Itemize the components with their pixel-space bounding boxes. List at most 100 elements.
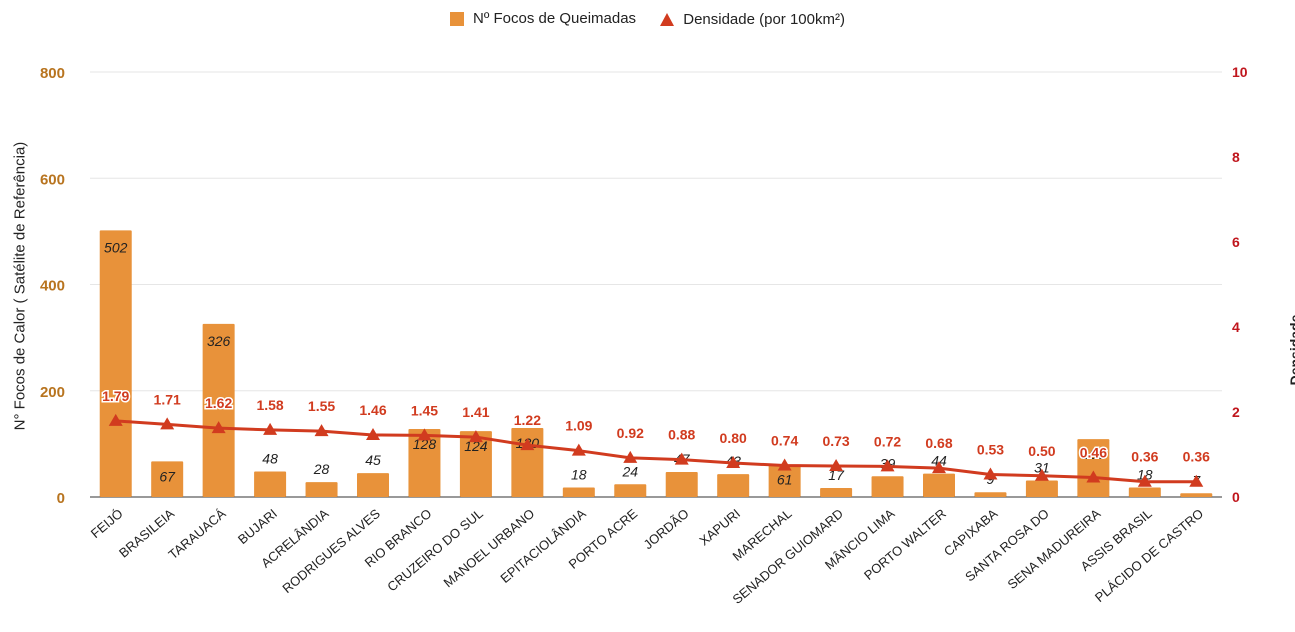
density-marker bbox=[366, 427, 380, 440]
bar bbox=[923, 473, 955, 497]
bar-value-label: 67 bbox=[159, 468, 176, 484]
y-right-tick-label: 6 bbox=[1232, 234, 1240, 250]
density-marker bbox=[726, 456, 741, 468]
bar bbox=[99, 230, 132, 497]
x-category-label: MANOEL URBANO bbox=[441, 506, 538, 591]
bar-value-label: 45 bbox=[365, 452, 381, 468]
density-marker bbox=[1086, 470, 1101, 483]
bar bbox=[717, 474, 750, 497]
bar bbox=[459, 431, 492, 497]
bar-value-label: 109 bbox=[1082, 446, 1106, 462]
y-left-tick-label: 400 bbox=[40, 278, 65, 295]
bar-value-label: 44 bbox=[931, 453, 947, 469]
density-marker bbox=[932, 461, 946, 474]
x-category-label: BUJARI bbox=[235, 506, 280, 547]
bar bbox=[1077, 439, 1110, 497]
x-category-label: CRUZEIRO DO SUL bbox=[384, 506, 485, 595]
bar-value-label: 502 bbox=[104, 239, 128, 255]
density-marker bbox=[108, 413, 123, 426]
y-left-tick-label: 600 bbox=[40, 171, 65, 188]
legend-bar-label: Nº Focos de Queimadas bbox=[473, 10, 637, 27]
bar bbox=[305, 482, 338, 497]
density-marker bbox=[263, 422, 278, 435]
density-value-label: 0.72 bbox=[874, 433, 901, 449]
bar bbox=[562, 487, 595, 497]
density-marker bbox=[623, 450, 638, 463]
density-marker bbox=[160, 417, 175, 430]
y-right-tick-label: 10 bbox=[1232, 64, 1248, 80]
legend-line-label: Densidade (por 100km²) bbox=[683, 10, 845, 28]
bar bbox=[820, 487, 853, 497]
x-category-label: XAPURI bbox=[696, 506, 743, 549]
bar bbox=[408, 429, 441, 497]
density-value-label: 1.45 bbox=[411, 402, 438, 418]
density-marker bbox=[1034, 468, 1049, 481]
bar-value-label: 18 bbox=[1137, 466, 1153, 482]
density-value-label: 0.50 bbox=[1028, 443, 1055, 459]
bar-value-label: 24 bbox=[621, 463, 638, 479]
density-value-label: 1.41 bbox=[462, 404, 489, 420]
bar bbox=[871, 476, 904, 497]
x-category-label: JORDÃO bbox=[641, 506, 692, 552]
y-left-tick-label: 200 bbox=[40, 384, 65, 401]
bar bbox=[614, 484, 647, 497]
density-value-label: 1.71 bbox=[154, 391, 181, 407]
legend: Nº Focos de Queimadas Densidade (por 100… bbox=[0, 10, 1295, 30]
bar-value-label: 124 bbox=[464, 438, 488, 454]
legend-item-bars: Nº Focos de Queimadas bbox=[450, 10, 636, 27]
density-marker bbox=[829, 458, 844, 471]
bar-value-label: 28 bbox=[313, 461, 330, 477]
density-marker bbox=[1189, 474, 1204, 487]
density-marker bbox=[880, 459, 895, 472]
bar bbox=[254, 471, 287, 497]
y-left-tick-label: 0 bbox=[57, 490, 65, 507]
density-value-label: 0.92 bbox=[617, 425, 644, 441]
y-right-tick-label: 0 bbox=[1232, 489, 1240, 505]
density-value-label: 0.74 bbox=[771, 433, 798, 449]
density-marker bbox=[520, 438, 535, 451]
bar bbox=[768, 464, 801, 497]
bar-value-label: 61 bbox=[777, 472, 793, 488]
density-marker bbox=[468, 430, 483, 443]
density-value-label: 1.62 bbox=[205, 395, 232, 411]
legend-triangle-swatch bbox=[660, 12, 675, 26]
density-value-label: 0.46 bbox=[1080, 444, 1107, 460]
density-marker bbox=[571, 443, 586, 456]
x-category-label: EPITACIOLÂNDIA bbox=[497, 506, 589, 586]
y-left-tick-label: 800 bbox=[40, 65, 65, 82]
density-value-label: 0.73 bbox=[822, 433, 849, 449]
bar-value-label: 18 bbox=[571, 466, 587, 482]
y-right-tick-label: 8 bbox=[1232, 149, 1240, 165]
x-category-label: SENA MADUREIRA bbox=[1005, 506, 1104, 592]
density-value-label: 0.36 bbox=[1183, 449, 1210, 465]
bar-value-label: 326 bbox=[207, 333, 231, 349]
x-category-label: RODRIGUES ALVES bbox=[279, 506, 383, 596]
density-marker bbox=[983, 467, 998, 480]
density-value-label: 0.68 bbox=[925, 435, 952, 451]
bar bbox=[974, 492, 1007, 497]
density-marker bbox=[211, 421, 226, 434]
density-value-label: 1.22 bbox=[514, 412, 541, 428]
x-category-label: FEIJÓ bbox=[88, 506, 126, 541]
bar bbox=[202, 323, 235, 497]
bar bbox=[151, 461, 184, 497]
bar bbox=[665, 472, 698, 497]
density-value-label: 0.80 bbox=[720, 430, 747, 446]
density-value-label: 0.36 bbox=[1131, 449, 1158, 465]
density-value-label: 0.88 bbox=[668, 427, 695, 443]
density-value-label: 0.53 bbox=[977, 441, 1004, 457]
bar-value-label: 31 bbox=[1034, 460, 1050, 476]
density-marker bbox=[777, 458, 792, 471]
density-marker bbox=[1137, 474, 1152, 487]
density-marker bbox=[674, 452, 689, 465]
x-category-label: TARAUACÁ bbox=[165, 506, 228, 563]
density-value-label: 1.55 bbox=[308, 398, 335, 414]
bar bbox=[1180, 493, 1213, 497]
density-value-label: 1.58 bbox=[256, 397, 283, 413]
bar bbox=[1128, 487, 1161, 497]
bar-value-label: 48 bbox=[262, 451, 278, 467]
density-value-label: 1.09 bbox=[565, 418, 592, 434]
bar bbox=[1025, 480, 1058, 497]
y-right-tick-label: 4 bbox=[1232, 319, 1240, 335]
